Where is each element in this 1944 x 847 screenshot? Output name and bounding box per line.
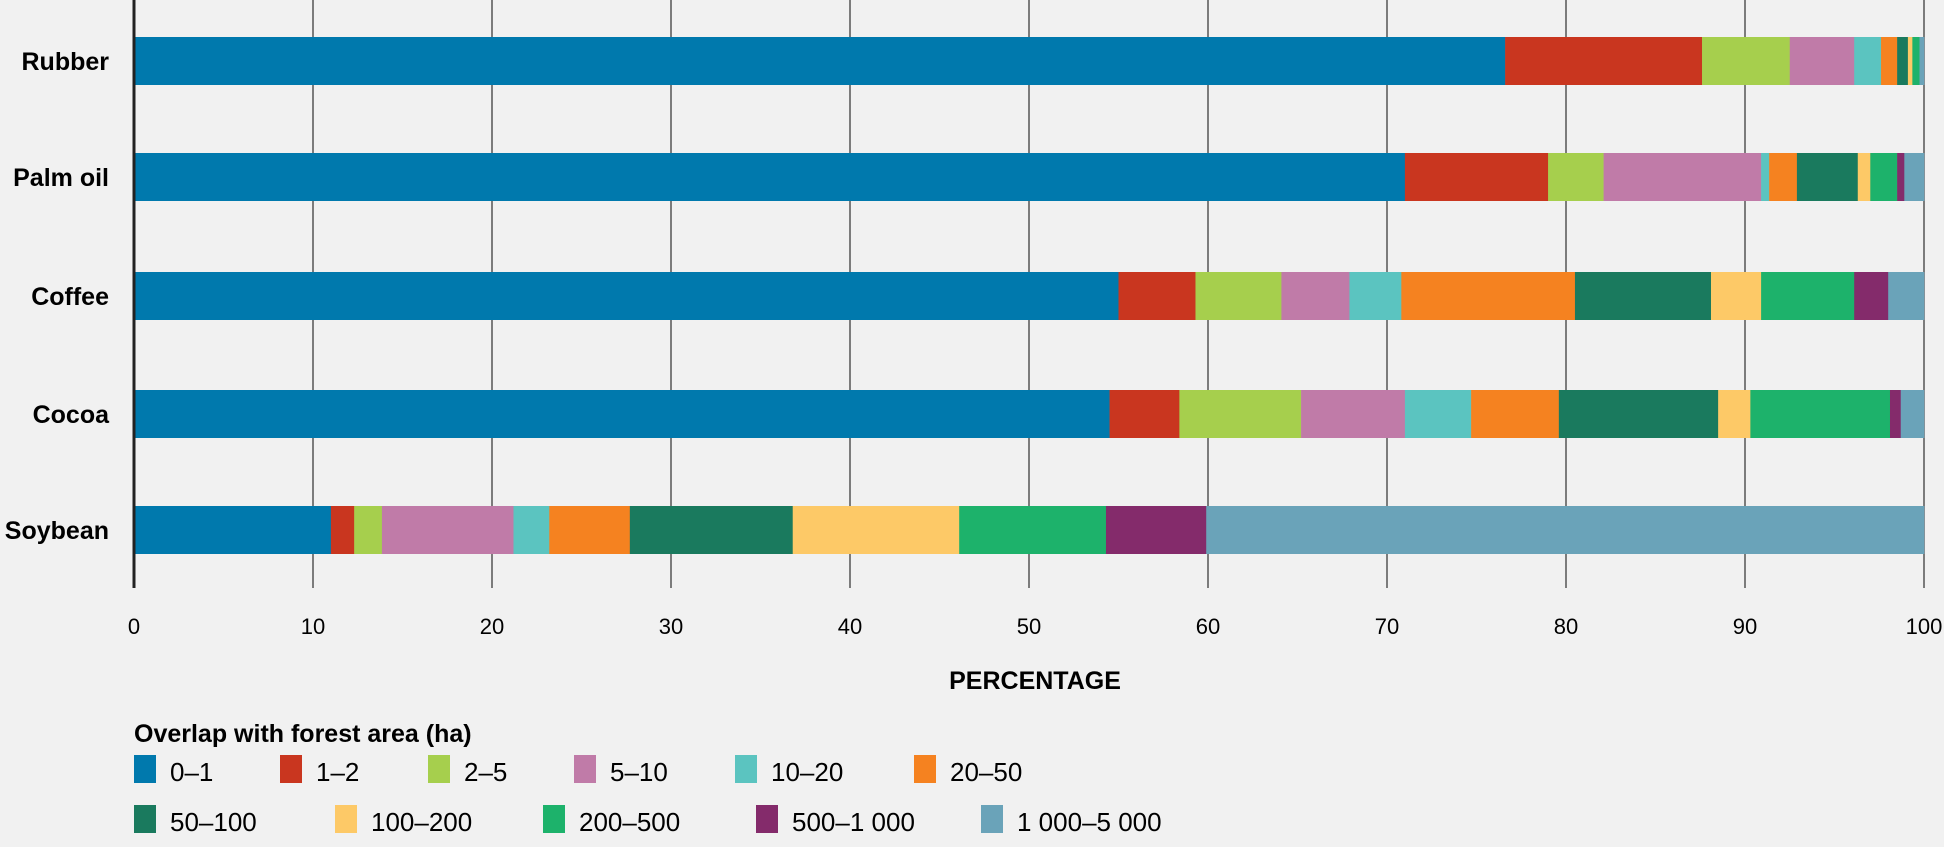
bar-segment: [1796, 153, 1859, 201]
bar-segment: [1505, 37, 1703, 85]
bar-segment: [134, 272, 1119, 320]
bars: [134, 37, 1925, 554]
legend-label: 1 000–5 000: [1017, 807, 1162, 837]
bar-segment: [1761, 272, 1855, 320]
legend-label: 10–20: [771, 757, 843, 787]
legend-swatch: [335, 805, 357, 833]
x-tick-label: 100: [1906, 614, 1943, 639]
bar-segment: [1889, 390, 1902, 438]
bar-segment: [1702, 37, 1791, 85]
legend-swatch: [280, 755, 302, 783]
bar-segment: [1574, 272, 1712, 320]
x-tick-label: 50: [1017, 614, 1041, 639]
bar-segment: [1471, 390, 1560, 438]
bar-segment: [1900, 390, 1925, 438]
category-label: Coffee: [31, 283, 109, 311]
bar-segment: [1904, 153, 1925, 201]
bar-segment: [549, 506, 631, 554]
bar-segment: [1404, 390, 1472, 438]
bar-segment: [134, 506, 332, 554]
bar-segment: [1558, 390, 1719, 438]
bar-segment: [1301, 390, 1406, 438]
bar-segment: [1881, 37, 1898, 85]
category-label: Rubber: [22, 48, 110, 76]
category-label: Palm oil: [13, 164, 109, 192]
x-tick-label: 80: [1554, 614, 1578, 639]
legend-label: 20–50: [950, 757, 1022, 787]
legend: 0–1 1–2 2–5 5–10 10–20 20–50 50–100 100–200 200–…: [134, 755, 1162, 837]
bar-segment: [1281, 272, 1350, 320]
legend-swatch: [914, 755, 936, 783]
bar-segment: [1179, 390, 1302, 438]
legend-swatch: [428, 755, 450, 783]
category-label: Cocoa: [33, 401, 111, 429]
legend-title: Overlap with forest area (ha): [134, 720, 472, 748]
legend-swatch: [735, 755, 757, 783]
x-tick-label: 40: [838, 614, 862, 639]
bar-segment: [1854, 272, 1889, 320]
bar-segment: [1603, 153, 1762, 201]
legend-label: 5–10: [610, 757, 668, 787]
legend-label: 50–100: [170, 807, 257, 837]
bar-segment: [1912, 37, 1920, 85]
bar-segment: [1789, 37, 1855, 85]
x-tick-labels: 0 10 20 30 40 50 60 70 80 90 100: [128, 614, 1942, 639]
bar-segment: [1548, 153, 1604, 201]
bar-segment: [1118, 272, 1196, 320]
bar-segment: [330, 506, 355, 554]
bar-segment: [1718, 390, 1751, 438]
x-tick-label: 10: [301, 614, 325, 639]
legend-label: 0–1: [170, 757, 213, 787]
bar-segment: [134, 153, 1406, 201]
bar-segment: [354, 506, 383, 554]
bar-segment: [1888, 272, 1925, 320]
x-tick-label: 90: [1733, 614, 1757, 639]
bar-segment: [1761, 153, 1770, 201]
bar-segment: [1870, 153, 1898, 201]
legend-swatch: [134, 755, 156, 783]
category-label: Soybean: [5, 517, 109, 545]
legend-swatch: [756, 805, 778, 833]
bar-segment: [1854, 37, 1882, 85]
x-tick-label: 30: [659, 614, 683, 639]
bar-segment: [1710, 272, 1762, 320]
bar-segment: [1897, 37, 1909, 85]
bar-segment: [134, 390, 1110, 438]
legend-label: 1–2: [316, 757, 359, 787]
bar-segment: [381, 506, 514, 554]
bar-segment: [1195, 272, 1282, 320]
legend-swatch: [134, 805, 156, 833]
legend-label: 2–5: [464, 757, 507, 787]
bar-segment: [1897, 153, 1905, 201]
bar-segment: [1907, 37, 1913, 85]
bar-segment: [1349, 272, 1402, 320]
bar-segment: [1105, 506, 1207, 554]
bar-segment: [1109, 390, 1180, 438]
bar-segment: [1404, 153, 1549, 201]
bar-segment: [1919, 37, 1925, 85]
bar-segment: [959, 506, 1107, 554]
bar-segment: [1750, 390, 1891, 438]
legend-swatch: [981, 805, 1003, 833]
bar-segment: [1401, 272, 1576, 320]
x-tick-label: 0: [128, 614, 140, 639]
bar-segment: [1206, 506, 1925, 554]
legend-label: 200–500: [579, 807, 680, 837]
bar-segment: [1857, 153, 1871, 201]
bar-segment: [134, 37, 1506, 85]
bar-segment: [513, 506, 550, 554]
legend-swatch: [574, 755, 596, 783]
legend-label: 500–1 000: [792, 807, 915, 837]
legend-label: 100–200: [371, 807, 472, 837]
x-tick-label: 20: [480, 614, 504, 639]
x-axis-label: PERCENTAGE: [949, 667, 1121, 695]
legend-swatch: [543, 805, 565, 833]
bar-segment: [629, 506, 794, 554]
bar-segment: [792, 506, 960, 554]
x-tick-label: 70: [1375, 614, 1399, 639]
category-labels: Rubber Palm oil Coffee Cocoa Soybean: [5, 48, 110, 545]
x-tick-label: 60: [1196, 614, 1220, 639]
bar-segment: [1769, 153, 1798, 201]
